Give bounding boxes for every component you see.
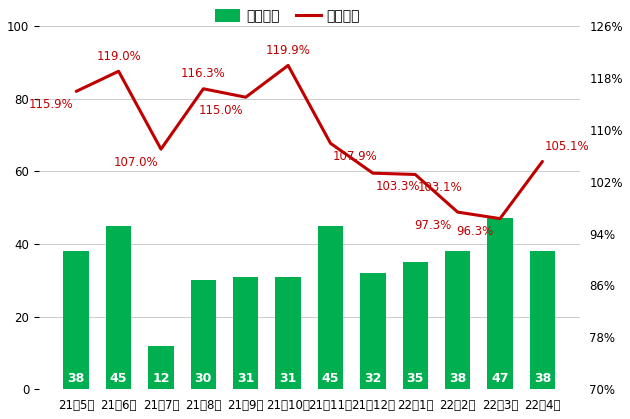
Text: 96.3%: 96.3%: [456, 225, 494, 238]
Bar: [191, 280, 216, 389]
Text: 115.9%: 115.9%: [29, 98, 74, 111]
Text: 31: 31: [280, 372, 297, 385]
낙찰가율: [200, 86, 207, 91]
Text: 116.3%: 116.3%: [181, 67, 226, 80]
Bar: [148, 346, 174, 389]
Bar: [64, 251, 89, 389]
Text: 30: 30: [195, 372, 212, 385]
낙찰가율: [496, 216, 504, 221]
Bar: [488, 218, 513, 389]
낙찰가율: [539, 159, 546, 164]
낙찰가율: [454, 210, 461, 215]
Text: 45: 45: [110, 372, 127, 385]
Text: 35: 35: [406, 372, 424, 385]
Text: 12: 12: [152, 372, 169, 385]
Bar: [445, 251, 471, 389]
Text: 107.0%: 107.0%: [113, 155, 158, 168]
Bar: [403, 262, 428, 389]
Text: 38: 38: [67, 372, 85, 385]
Text: 103.1%: 103.1%: [418, 181, 462, 194]
Legend: 진행건수, 낙찰가율: 진행건수, 낙찰가율: [210, 4, 365, 29]
낙찰가율: [158, 147, 165, 152]
Bar: [275, 277, 301, 389]
Bar: [106, 226, 131, 389]
Text: 47: 47: [491, 372, 509, 385]
낙찰가율: [369, 171, 377, 176]
낙찰가율: [115, 69, 122, 74]
낙찰가율: [72, 89, 80, 94]
Bar: [233, 277, 258, 389]
Text: 31: 31: [237, 372, 255, 385]
낙찰가율: [327, 141, 335, 146]
낙찰가율: [284, 63, 292, 68]
낙찰가율: [242, 95, 249, 100]
Text: 105.1%: 105.1%: [545, 140, 590, 153]
Text: 38: 38: [534, 372, 551, 385]
Text: 38: 38: [449, 372, 466, 385]
Text: 32: 32: [364, 372, 382, 385]
Text: 103.3%: 103.3%: [375, 180, 420, 193]
Text: 107.9%: 107.9%: [333, 150, 378, 163]
Bar: [530, 251, 555, 389]
Text: 115.0%: 115.0%: [198, 103, 243, 116]
Text: 119.0%: 119.0%: [96, 50, 141, 63]
낙찰가율: [411, 172, 419, 177]
Text: 119.9%: 119.9%: [266, 44, 311, 57]
Bar: [360, 273, 386, 389]
Bar: [318, 226, 343, 389]
Text: 45: 45: [322, 372, 339, 385]
Text: 97.3%: 97.3%: [414, 219, 451, 232]
Line: 낙찰가율: 낙찰가율: [76, 65, 542, 219]
